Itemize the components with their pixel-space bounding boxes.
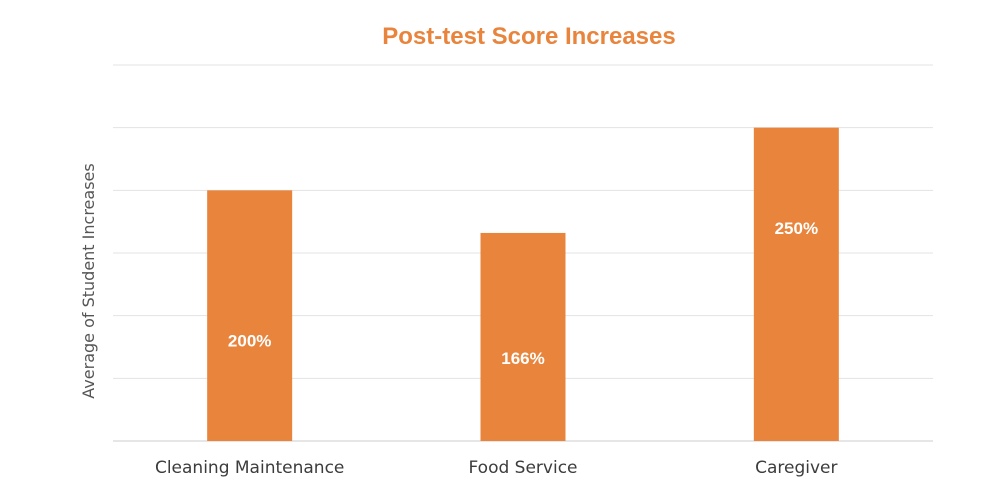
bar bbox=[753, 127, 839, 442]
x-axis-ticks: Cleaning Maintenance Food Service Caregive… bbox=[155, 458, 838, 478]
bar-data-label: 166% bbox=[501, 349, 544, 368]
bars bbox=[207, 127, 839, 442]
bar-data-label: 250% bbox=[775, 219, 818, 238]
bar bbox=[207, 190, 293, 441]
x-tick-label: Food Service bbox=[469, 458, 578, 478]
y-axis-label: Average of Student Increases bbox=[79, 163, 98, 398]
data-labels: 200% 166% 250% bbox=[228, 219, 818, 368]
bar-data-label: 200% bbox=[228, 332, 271, 351]
bar bbox=[480, 232, 566, 441]
x-tick-label: Caregiver bbox=[755, 458, 837, 478]
x-tick-label: Cleaning Maintenance bbox=[155, 458, 344, 478]
chart-title: Post-test Score Increases bbox=[382, 23, 675, 50]
